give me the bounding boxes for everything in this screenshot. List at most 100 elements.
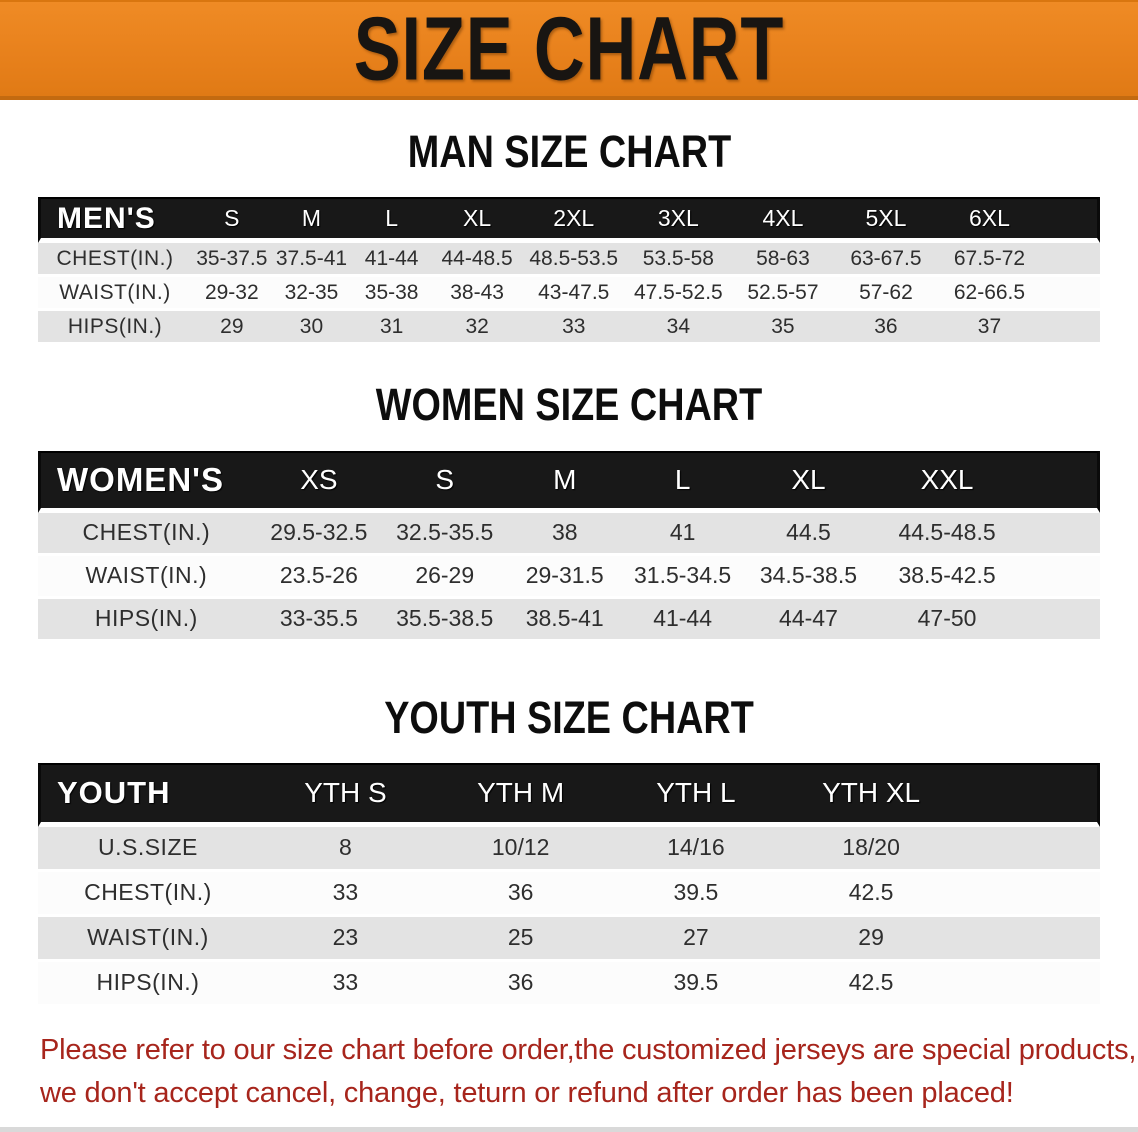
column-header-xxl: XXL — [874, 450, 1020, 513]
row-filler-cell — [1041, 277, 1100, 312]
size-cell: 38.5-41 — [506, 598, 624, 642]
youth-table-wrap: YOUTH YTH S YTH M YTH L YTH XL U.S.SIZE 8 10/1… — [38, 762, 1100, 1007]
disclaimer-line-2: we don't accept cancel, change, teturn o… — [40, 1076, 1014, 1109]
size-cell: 29 — [783, 916, 959, 962]
row-label: U.S.SIZE — [38, 826, 258, 872]
header-filler-cell — [1041, 197, 1100, 244]
column-header-xl: XL — [742, 450, 875, 513]
size-cell: 27 — [608, 916, 784, 962]
header-filler-cell — [958, 762, 1100, 827]
size-cell: 53.5-58 — [625, 243, 732, 278]
row-label: HIPS(IN.) — [38, 598, 255, 642]
column-header-4xl: 4XL — [731, 197, 835, 244]
size-cell: 34 — [625, 311, 732, 346]
size-table-header-row: MEN'S S M L XL 2XL 3XL 4XL 5XL 6XL — [38, 197, 1100, 244]
size-cell: 47-50 — [874, 598, 1020, 642]
row-filler-cell — [1019, 555, 1100, 599]
size-cell: 38-43 — [431, 277, 523, 312]
womens-size-table: WOMEN'S XS S M L XL XXL CHEST(IN.) 29.5-32.5 32.… — [38, 450, 1100, 642]
size-cell: 23 — [257, 916, 434, 962]
column-header-yth-s: YTH S — [257, 762, 434, 827]
row-filler-cell — [1019, 598, 1100, 642]
size-cell: 32.5-35.5 — [383, 512, 507, 556]
column-header-s: S — [192, 197, 272, 244]
row-filler-cell — [958, 826, 1100, 872]
size-cell: 33 — [257, 871, 434, 917]
column-header-xs: XS — [254, 450, 384, 513]
column-header-l: L — [623, 450, 743, 513]
size-cell: 44-47 — [742, 598, 875, 642]
row-filler-cell — [958, 916, 1100, 962]
size-cell: 37 — [937, 311, 1042, 346]
banner-title: SIZE CHART — [353, 0, 785, 99]
column-header-l: L — [351, 197, 432, 244]
row-label: HIPS(IN.) — [38, 311, 192, 346]
table-row: CHEST(IN.) 29.5-32.5 32.5-35.5 38 41 44.5 44.5… — [38, 512, 1100, 556]
womens-table-body: CHEST(IN.) 29.5-32.5 32.5-35.5 38 41 44.5 44.5… — [38, 512, 1100, 642]
table-row: HIPS(IN.) 33-35.5 35.5-38.5 38.5-41 41-44 44-… — [38, 598, 1100, 642]
mens-table-body: CHEST(IN.) 35-37.5 37.5-41 41-44 44-48.5 48.5… — [38, 243, 1100, 346]
column-header-yth-xl: YTH XL — [783, 762, 959, 827]
size-cell: 23.5-26 — [254, 555, 384, 599]
row-filler-cell — [958, 961, 1100, 1007]
size-cell: 33 — [522, 311, 626, 346]
youth-table-body: U.S.SIZE 8 10/12 14/16 18/20 CHEST(IN.) 33 36 39… — [38, 826, 1100, 1007]
column-header-s: S — [383, 450, 507, 513]
group-label: YOUTH — [38, 762, 258, 827]
size-cell: 41-44 — [351, 243, 432, 278]
size-cell: 14/16 — [608, 826, 784, 872]
size-cell: 47.5-52.5 — [625, 277, 732, 312]
size-cell: 44.5 — [742, 512, 875, 556]
size-cell: 36 — [834, 311, 938, 346]
table-row: WAIST(IN.) 23.5-26 26-29 29-31.5 31.5-34.5 34… — [38, 555, 1100, 599]
disclaimer-line-1: Please refer to our size chart before or… — [40, 1033, 1137, 1066]
table-row: WAIST(IN.) 23 25 27 29 — [38, 916, 1100, 962]
table-row: HIPS(IN.) 33 36 39.5 42.5 — [38, 961, 1100, 1007]
size-cell: 52.5-57 — [731, 277, 835, 312]
size-cell: 35.5-38.5 — [383, 598, 507, 642]
column-header-m: M — [506, 450, 624, 513]
table-row: WAIST(IN.) 29-32 32-35 35-38 38-43 43-47.5 47.… — [38, 277, 1100, 312]
size-cell: 42.5 — [783, 961, 959, 1007]
row-filler-cell — [1041, 311, 1100, 346]
size-cell: 41 — [623, 512, 743, 556]
womens-table-wrap: WOMEN'S XS S M L XL XXL CHEST(IN.) 29.5-32.5 32.… — [38, 450, 1100, 642]
size-cell: 41-44 — [623, 598, 743, 642]
mens-size-table: MEN'S S M L XL 2XL 3XL 4XL 5XL 6XL CHEST(IN.) 35-3… — [38, 197, 1100, 346]
size-cell: 62-66.5 — [937, 277, 1042, 312]
size-cell: 42.5 — [783, 871, 959, 917]
row-filler-cell — [1041, 243, 1100, 278]
size-cell: 8 — [257, 826, 434, 872]
size-cell: 39.5 — [608, 961, 784, 1007]
row-label: WAIST(IN.) — [38, 555, 255, 599]
size-cell: 37.5-41 — [271, 243, 352, 278]
size-cell: 43-47.5 — [522, 277, 626, 312]
size-cell: 26-29 — [383, 555, 507, 599]
size-cell: 10/12 — [433, 826, 609, 872]
column-header-5xl: 5XL — [834, 197, 938, 244]
column-header-yth-m: YTH M — [433, 762, 609, 827]
size-table-header-row: WOMEN'S XS S M L XL XXL — [38, 450, 1100, 513]
size-cell: 36 — [433, 961, 609, 1007]
size-cell: 35 — [731, 311, 835, 346]
man-size-chart-heading: MAN SIZE CHART — [0, 128, 1138, 176]
size-cell: 31 — [351, 311, 432, 346]
group-label: MEN'S — [38, 197, 192, 244]
size-cell: 38.5-42.5 — [874, 555, 1020, 599]
youth-size-table: YOUTH YTH S YTH M YTH L YTH XL U.S.SIZE 8 10/1… — [38, 762, 1100, 1007]
size-cell: 35-37.5 — [192, 243, 272, 278]
mens-table-wrap: MEN'S S M L XL 2XL 3XL 4XL 5XL 6XL CHEST(IN.) 35-3… — [38, 197, 1100, 346]
size-cell: 35-38 — [351, 277, 432, 312]
header-filler-cell — [1019, 450, 1100, 513]
womens-table-head: WOMEN'S XS S M L XL XXL — [38, 450, 1100, 513]
size-cell: 33-35.5 — [254, 598, 384, 642]
column-header-3xl: 3XL — [625, 197, 732, 244]
table-row: U.S.SIZE 8 10/12 14/16 18/20 — [38, 826, 1100, 872]
size-chart-banner: SIZE CHART — [0, 0, 1138, 100]
mens-table-head: MEN'S S M L XL 2XL 3XL 4XL 5XL 6XL — [38, 197, 1100, 244]
column-header-6xl: 6XL — [937, 197, 1042, 244]
size-cell: 36 — [433, 871, 609, 917]
size-cell: 34.5-38.5 — [742, 555, 875, 599]
youth-table-head: YOUTH YTH S YTH M YTH L YTH XL — [38, 762, 1100, 827]
row-label: WAIST(IN.) — [38, 277, 192, 312]
